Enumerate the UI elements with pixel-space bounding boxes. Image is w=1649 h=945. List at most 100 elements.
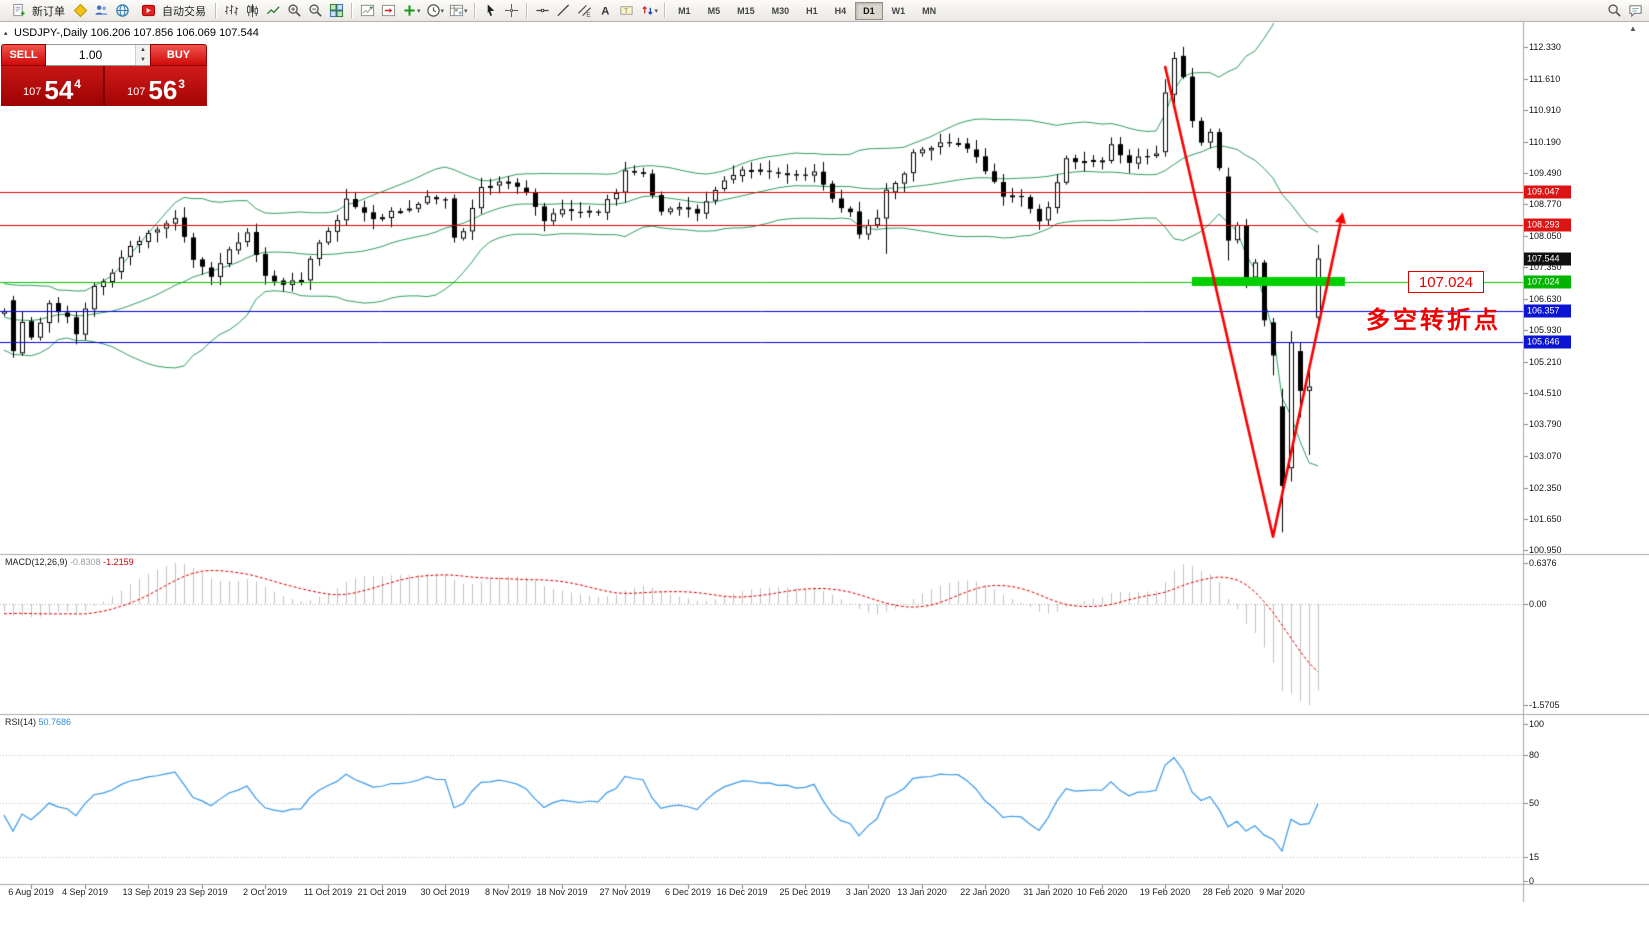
date-axis-label: 27 Nov 2019 bbox=[599, 887, 651, 897]
macd-main-value: -0.8308 bbox=[70, 557, 101, 567]
svg-text:A: A bbox=[601, 6, 609, 18]
trendline-tool-icon[interactable] bbox=[553, 1, 574, 21]
tile-windows-icon[interactable] bbox=[326, 1, 347, 21]
text-tool-icon[interactable]: A bbox=[595, 1, 616, 21]
timeframe-m1-button[interactable]: M1 bbox=[670, 2, 699, 20]
date-axis-label: 28 Feb 2020 bbox=[1202, 887, 1254, 897]
timeframe-mn-button[interactable]: MN bbox=[914, 2, 944, 20]
timeframe-m15-button[interactable]: M15 bbox=[729, 2, 763, 20]
mql5-community-icon[interactable] bbox=[70, 1, 91, 21]
date-axis-label: 6 Dec 2019 bbox=[664, 887, 712, 897]
community-users-icon[interactable] bbox=[91, 1, 112, 21]
rsi-scale-label: 0 bbox=[1529, 876, 1535, 886]
macd-scale-label: 0.6376 bbox=[1529, 558, 1557, 568]
timeframe-h1-button[interactable]: H1 bbox=[798, 2, 826, 20]
arrows-tool-icon[interactable] bbox=[637, 1, 658, 21]
price-axis-label: 101.650 bbox=[1529, 514, 1562, 525]
price-axis-label: 105.210 bbox=[1529, 356, 1562, 367]
macd-indicator-label: MACD(12,26,9) -0.8308 -1.2159 bbox=[5, 557, 134, 567]
chat-icon[interactable] bbox=[1625, 1, 1646, 21]
new-order-label: 新订单 bbox=[32, 5, 65, 18]
toolbar-separator bbox=[525, 3, 528, 18]
price-axis-label: 104.510 bbox=[1529, 387, 1562, 398]
date-axis-label: 13 Jan 2020 bbox=[897, 887, 947, 897]
arrows-dropdown-icon[interactable]: ▾ bbox=[654, 7, 659, 15]
bar-chart-mode-icon[interactable] bbox=[221, 1, 242, 21]
buy-price-pips: 56 bbox=[148, 74, 178, 105]
rsi-indicator-label: RSI(14) 50.7686 bbox=[5, 717, 71, 727]
date-axis-label: 3 Jan 2020 bbox=[845, 887, 891, 897]
equidistant-channel-tool-icon[interactable]: E bbox=[574, 1, 595, 21]
auto-trading-button[interactable]: 自动交易 bbox=[133, 1, 211, 21]
macd-scale-label: 0.00 bbox=[1529, 599, 1547, 609]
zoom-in-icon[interactable] bbox=[284, 1, 305, 21]
cursor-icon[interactable] bbox=[480, 1, 501, 21]
indicators-dropdown-icon[interactable]: ▾ bbox=[417, 7, 421, 15]
periods-dropdown-icon[interactable]: ▾ bbox=[440, 7, 445, 15]
price-axis-label: 103.790 bbox=[1529, 419, 1562, 430]
auto-scroll-icon[interactable] bbox=[357, 1, 378, 21]
buy-price[interactable]: 107 56 3 bbox=[105, 66, 207, 106]
price-axis-label: 105.930 bbox=[1529, 324, 1562, 335]
search-icon[interactable] bbox=[1604, 1, 1625, 21]
zoom-out-icon[interactable] bbox=[305, 1, 326, 21]
rsi-scale-label: 80 bbox=[1529, 750, 1540, 761]
auto-trading-icon bbox=[138, 1, 159, 21]
periods-icon[interactable] bbox=[423, 1, 444, 21]
volume-down-button[interactable]: ▼ bbox=[136, 55, 150, 65]
price-axis-label: 100.950 bbox=[1529, 544, 1562, 555]
turning-point-annotation[interactable]: 多空转折点 bbox=[1366, 307, 1501, 334]
price-axis-label: 110.910 bbox=[1529, 104, 1561, 115]
date-axis-label: 2 Oct 2019 bbox=[242, 887, 288, 897]
volume-input[interactable] bbox=[46, 45, 135, 65]
timeframe-h4-button[interactable]: H4 bbox=[827, 2, 855, 20]
price-tag-107.024: 107.024 bbox=[1524, 275, 1571, 289]
candle-chart-mode-icon[interactable] bbox=[242, 1, 263, 21]
chart-scroll-marker[interactable]: ▲ bbox=[1629, 24, 1637, 33]
date-axis-label: 23 Sep 2019 bbox=[176, 887, 228, 897]
chart-shift-icon[interactable] bbox=[378, 1, 399, 21]
main-toolbar: 新订单 自动交易 ▾ ▾ ▾ E A T ▾ bbox=[0, 0, 1649, 22]
date-axis-label: 6 Aug 2019 bbox=[8, 887, 54, 897]
one-click-panel-toggle-icon[interactable]: ▴ bbox=[4, 30, 8, 37]
svg-text:T: T bbox=[624, 8, 628, 15]
web-terminal-icon[interactable] bbox=[112, 1, 133, 21]
toolbar-right-group bbox=[1604, 1, 1646, 21]
rsi-scale-label: 50 bbox=[1529, 797, 1540, 808]
template-dropdown-icon[interactable]: ▾ bbox=[464, 7, 468, 15]
price-tag-108.293: 108.293 bbox=[1524, 218, 1571, 232]
price-axis-label: 112.330 bbox=[1529, 42, 1561, 52]
svg-text:E: E bbox=[586, 12, 591, 18]
rsi-name: RSI(14) bbox=[5, 717, 37, 727]
label-tool-icon[interactable]: T bbox=[616, 1, 637, 21]
price-tag-107.544: 107.544 bbox=[1524, 252, 1571, 266]
volume-spinner: ▲ ▼ bbox=[135, 45, 150, 65]
indicators-add-icon[interactable] bbox=[399, 1, 420, 21]
volume-up-button[interactable]: ▲ bbox=[136, 45, 150, 55]
horizontal-line-tool-icon[interactable] bbox=[532, 1, 553, 21]
date-axis-label: 13 Sep 2019 bbox=[122, 887, 174, 897]
template-icon[interactable] bbox=[446, 1, 467, 21]
price-axis-label: 109.490 bbox=[1529, 167, 1562, 178]
date-axis-label: 18 Nov 2019 bbox=[536, 887, 588, 897]
sell-price[interactable]: 107 54 4 bbox=[1, 66, 105, 106]
timeframe-m30-button[interactable]: M30 bbox=[764, 2, 798, 20]
new-order-button[interactable]: 新订单 bbox=[3, 1, 70, 21]
buy-price-figure: 107 bbox=[127, 86, 146, 98]
date-axis-label: 22 Jan 2020 bbox=[960, 887, 1010, 897]
trade-panel-prices: 107 54 4 107 56 3 bbox=[1, 66, 207, 106]
timeframe-d1-button[interactable]: D1 bbox=[855, 1, 883, 20]
rsi-scale-label: 100 bbox=[1529, 719, 1545, 729]
sell-button[interactable]: SELL bbox=[1, 44, 46, 66]
line-chart-mode-icon[interactable] bbox=[263, 1, 284, 21]
crosshair-icon[interactable] bbox=[501, 1, 522, 21]
timeframe-w1-button[interactable]: W1 bbox=[884, 2, 914, 20]
date-axis-label: 11 Oct 2019 bbox=[303, 887, 353, 897]
buy-button[interactable]: BUY bbox=[150, 44, 207, 66]
one-click-trading-panel: SELL ▲ ▼ BUY 107 54 4 107 bbox=[1, 44, 207, 106]
timeframe-m5-button[interactable]: M5 bbox=[700, 2, 729, 20]
price-annotation-box[interactable]: 107.024 bbox=[1408, 271, 1484, 293]
